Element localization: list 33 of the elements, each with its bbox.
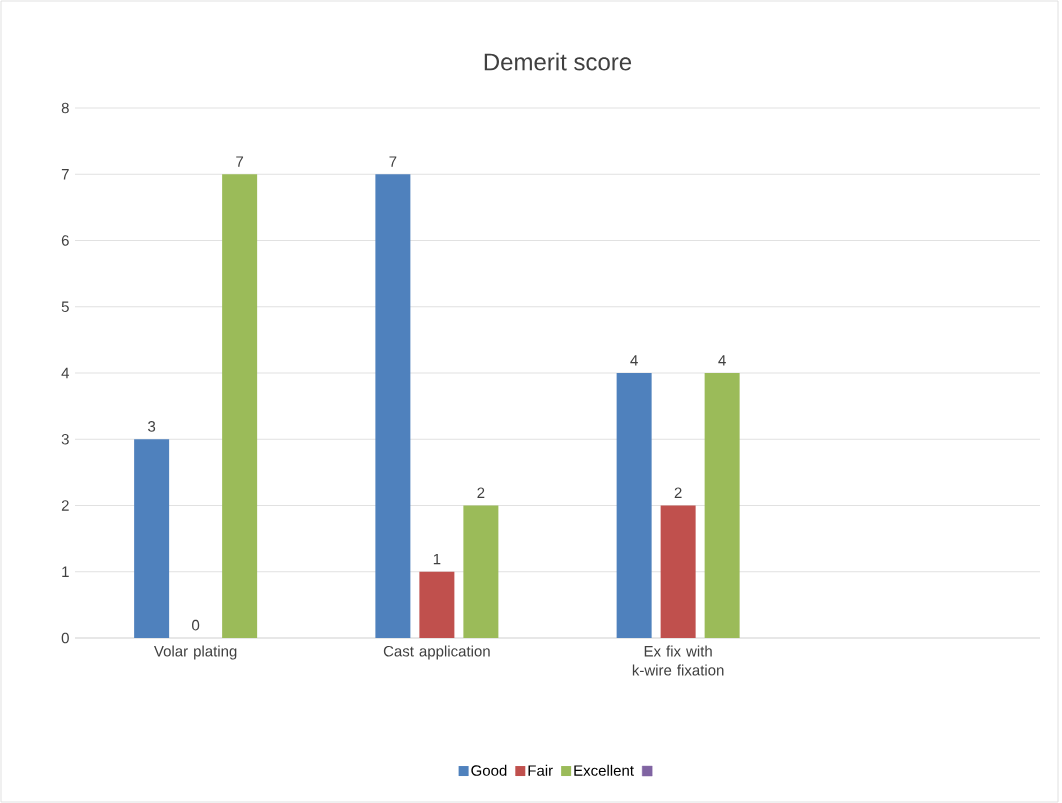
data-label: 3 — [148, 421, 156, 432]
x-tick-label: Ex fix with k-wire fixation — [632, 645, 724, 676]
x-tick-label: Volar plating — [153, 645, 237, 660]
bar — [660, 505, 696, 638]
legend-label: Excellent — [574, 764, 634, 776]
y-tick-label: 4 — [61, 367, 70, 379]
x-tick-label: Cast application — [383, 645, 490, 660]
bar — [704, 373, 740, 638]
data-label: 2 — [674, 487, 682, 498]
legend-label: Fair — [528, 764, 553, 776]
y-tick-label: 8 — [61, 102, 69, 114]
bar — [419, 571, 455, 638]
chart-title: Demerit score — [484, 52, 632, 71]
data-label: 7 — [236, 156, 244, 167]
data-label: 4 — [718, 355, 726, 366]
data-label: 7 — [389, 156, 397, 167]
bar — [375, 174, 411, 638]
bar — [463, 505, 499, 638]
bar — [616, 373, 652, 638]
y-tick-label: 5 — [61, 301, 69, 312]
bar — [222, 174, 258, 638]
data-label: 1 — [433, 553, 441, 565]
y-tick-label: 7 — [61, 169, 69, 180]
y-tick-label: 6 — [61, 235, 69, 246]
y-tick-label: 1 — [62, 566, 69, 577]
y-tick-label: 0 — [61, 632, 69, 644]
data-label: 2 — [477, 487, 485, 498]
legend-label: Good — [471, 764, 507, 776]
bar — [134, 439, 170, 638]
y-tick-label: 3 — [61, 433, 69, 445]
data-label: 4 — [630, 355, 638, 366]
y-tick-label: 2 — [61, 500, 69, 511]
data-label: 0 — [192, 619, 200, 631]
